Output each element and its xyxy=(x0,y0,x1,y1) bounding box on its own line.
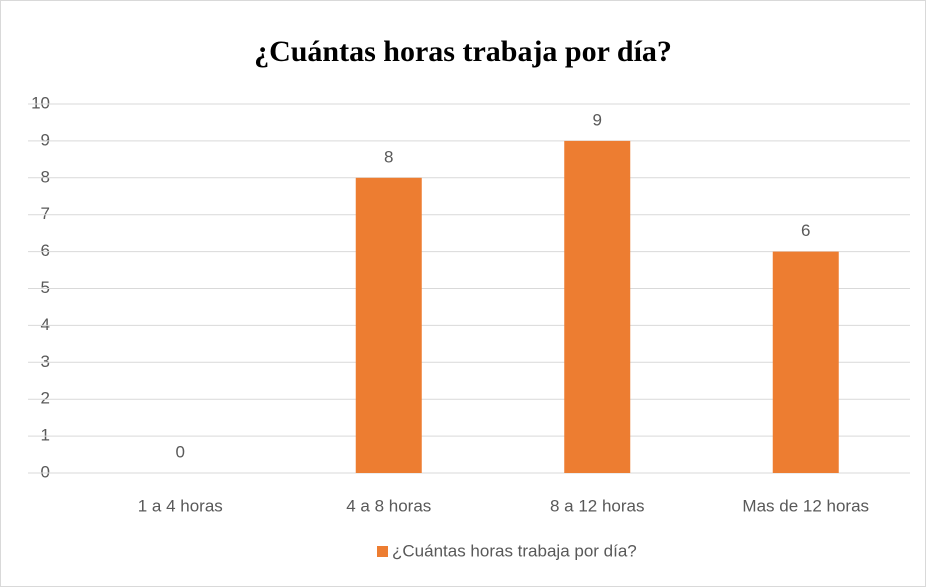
y-tick-label: 10 xyxy=(31,93,50,112)
x-tick-label: 4 a 8 horas xyxy=(346,496,431,515)
y-tick-label: 7 xyxy=(41,204,50,223)
y-tick-label: 9 xyxy=(41,130,50,149)
x-tick-label: 8 a 12 horas xyxy=(550,496,645,515)
y-tick-label: 4 xyxy=(41,315,50,334)
y-tick-label: 5 xyxy=(41,278,50,297)
legend-swatch xyxy=(377,546,388,557)
bar xyxy=(772,251,839,473)
y-tick-label: 2 xyxy=(41,389,50,408)
y-tick-label: 6 xyxy=(41,241,50,260)
data-label: 0 xyxy=(176,442,185,461)
data-label: 8 xyxy=(384,147,393,166)
legend-label: ¿Cuántas horas trabaja por día? xyxy=(392,541,637,560)
y-tick-label: 3 xyxy=(41,352,50,371)
data-label: 9 xyxy=(593,110,602,129)
chart-title: ¿Cuántas horas trabaja por día? xyxy=(254,35,672,68)
bar xyxy=(564,140,631,473)
bar xyxy=(355,177,422,474)
x-tick-label: 1 a 4 horas xyxy=(138,496,223,515)
y-tick-label: 8 xyxy=(41,167,50,186)
data-label: 6 xyxy=(801,221,810,240)
y-tick-label: 1 xyxy=(41,426,50,445)
y-tick-label: 0 xyxy=(41,462,50,481)
x-tick-label: Mas de 12 horas xyxy=(742,496,869,515)
